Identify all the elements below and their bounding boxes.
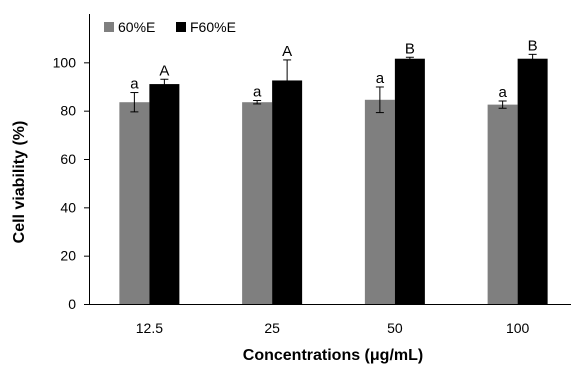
x-axis-title: Concentrations (μg/mL) [243,347,423,364]
bar-60%E-25 [242,102,273,304]
axes-layer [84,14,571,305]
bar-F60%E-100 [517,58,548,305]
bar-60%E-100 [487,104,518,304]
significance-label: a [253,84,262,101]
x-tick-labels: 12.5 25 50 100 [136,320,530,336]
error-bar [283,59,292,102]
y-tick-label: 40 [60,199,76,215]
error-bar [160,78,169,90]
significance-label: a [130,76,139,93]
legend: 60%E F60%E [104,19,236,35]
legend-swatch [176,22,186,32]
error-bar [405,56,414,61]
error-bar [375,86,384,114]
bars-layer [119,58,548,305]
x-tick-label: 12.5 [136,320,163,336]
significance-labels-layer: a Aa Aa Ba B [130,37,537,101]
significance-label: a [498,84,507,101]
y-axis-title: Cell viability (%) [11,121,28,244]
error-bar [498,100,507,109]
x-tick-label: 50 [387,320,403,336]
y-tick-labels: 0 20 40 60 80 100 [53,54,77,312]
bar-F60%E-12.5 [149,84,180,304]
error-bar [130,92,139,113]
x-tick-label: 100 [506,320,530,336]
significance-label: A [159,62,169,79]
x-tick-label: 25 [264,320,280,336]
bar-F60%E-50 [394,58,425,305]
error-bar [253,100,262,105]
error-bar [528,53,537,64]
significance-label: A [282,43,292,60]
bar-60%E-50 [364,99,395,305]
significance-label: a [376,70,385,87]
bar-F60%E-25 [272,80,303,304]
legend-swatch [104,22,114,32]
significance-label: B [405,40,415,57]
y-tick-label: 0 [68,296,76,312]
legend-label: 60%E [118,19,155,35]
y-tick-label: 20 [60,248,76,264]
error-bars-layer [130,53,537,114]
bar-60%E-12.5 [119,102,150,304]
y-tick-label: 60 [60,151,76,167]
significance-label: B [528,37,538,54]
y-tick-label: 80 [60,103,76,119]
legend-label: F60%E [190,19,236,35]
y-tick-label: 100 [53,54,77,70]
